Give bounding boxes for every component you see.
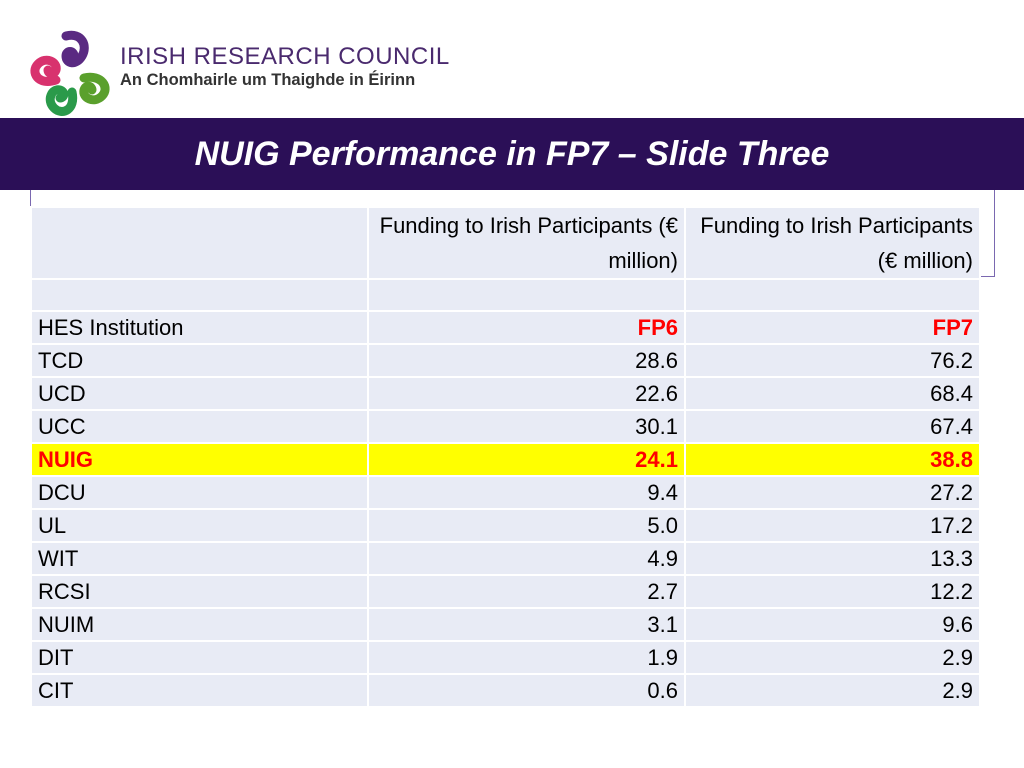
label-fp6: FP6: [367, 310, 686, 345]
fp6-value-cell: 5.0: [367, 508, 686, 543]
org-branding: IRISH RESEARCH COUNCIL An Chomhairle um …: [120, 44, 450, 90]
fp7-value-cell: 2.9: [684, 640, 981, 675]
header-cell-empty: [30, 206, 369, 280]
institution-cell: WIT: [30, 541, 369, 576]
header-cell-fp7-funding: Funding to Irish Participants (€ million…: [684, 206, 981, 280]
fp6-value-cell: 30.1: [367, 409, 686, 444]
label-fp7: FP7: [684, 310, 981, 345]
institution-cell: UCC: [30, 409, 369, 444]
table-row: CIT 0.6 2.9: [30, 673, 981, 708]
fp7-value-cell: 13.3: [684, 541, 981, 576]
fp6-value-cell: 1.9: [367, 640, 686, 675]
fp7-value-cell: 67.4: [684, 409, 981, 444]
frame-line: [30, 190, 31, 206]
institution-cell: TCD: [30, 343, 369, 378]
fp7-value-cell: 76.2: [684, 343, 981, 378]
fp7-value-cell: 2.9: [684, 673, 981, 708]
label-hes-institution: HES Institution: [30, 310, 369, 345]
table-header-row: Funding to Irish Participants (€ million…: [30, 206, 981, 280]
table-row: UCC 30.1 67.4: [30, 409, 981, 444]
frame-line: [980, 276, 995, 277]
institution-cell: CIT: [30, 673, 369, 708]
fp7-value-cell: 17.2: [684, 508, 981, 543]
table-row: TCD 28.6 76.2: [30, 343, 981, 378]
fp7-value-cell: 27.2: [684, 475, 981, 510]
funding-table: Funding to Irish Participants (€ million…: [30, 206, 981, 708]
table-row-highlighted: NUIG 24.1 38.8: [30, 442, 981, 477]
table-row: DIT 1.9 2.9: [30, 640, 981, 675]
header-cell-fp6-funding: Funding to Irish Participants (€ million…: [367, 206, 686, 280]
fp6-value-cell: 9.4: [367, 475, 686, 510]
blank-cell: [367, 278, 686, 312]
table-label-row: HES Institution FP6 FP7: [30, 310, 981, 345]
table-blank-row: [30, 278, 981, 312]
fp6-value-cell: 3.1: [367, 607, 686, 642]
org-subtitle: An Chomhairle um Thaighde in Éirinn: [120, 71, 416, 89]
blank-cell: [30, 278, 369, 312]
fp7-value-cell: 68.4: [684, 376, 981, 411]
fp6-value-cell: 0.6: [367, 673, 686, 708]
title-bar: NUIG Performance in FP7 – Slide Three: [0, 118, 1024, 190]
blank-cell: [684, 278, 981, 312]
fp6-value-cell: 24.1: [367, 442, 686, 477]
fp6-value-cell: 2.7: [367, 574, 686, 609]
fp7-value-cell: 9.6: [684, 607, 981, 642]
institution-cell: UCD: [30, 376, 369, 411]
table-row: UL 5.0 17.2: [30, 508, 981, 543]
fp6-value-cell: 4.9: [367, 541, 686, 576]
slide-title: NUIG Performance in FP7 – Slide Three: [194, 134, 830, 173]
fp6-value-cell: 22.6: [367, 376, 686, 411]
institution-cell: DIT: [30, 640, 369, 675]
fp7-value-cell: 38.8: [684, 442, 981, 477]
fp7-value-cell: 12.2: [684, 574, 981, 609]
institution-cell: RCSI: [30, 574, 369, 609]
institution-cell: UL: [30, 508, 369, 543]
table-row: DCU 9.4 27.2: [30, 475, 981, 510]
institution-cell: NUIM: [30, 607, 369, 642]
irish-research-council-logo-icon: [30, 30, 110, 116]
table-row: NUIM 3.1 9.6: [30, 607, 981, 642]
org-name: IRISH RESEARCH COUNCIL: [120, 43, 450, 70]
institution-cell: DCU: [30, 475, 369, 510]
fp6-value-cell: 28.6: [367, 343, 686, 378]
frame-line: [994, 190, 995, 276]
table-row: UCD 22.6 68.4: [30, 376, 981, 411]
table-row: RCSI 2.7 12.2: [30, 574, 981, 609]
institution-cell: NUIG: [30, 442, 369, 477]
table-row: WIT 4.9 13.3: [30, 541, 981, 576]
